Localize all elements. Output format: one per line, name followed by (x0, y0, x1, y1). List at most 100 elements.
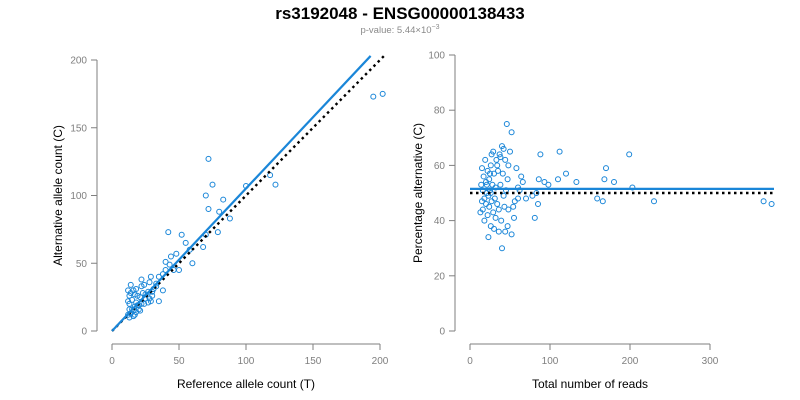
data-point (626, 151, 633, 158)
data-point (491, 225, 497, 232)
data-point (490, 209, 497, 216)
x-axis-label: Total number of reads (532, 377, 648, 391)
data-point (487, 170, 493, 177)
data-point (131, 311, 138, 318)
data-point (146, 279, 153, 286)
data-point (541, 178, 548, 185)
reference-line (111, 55, 385, 332)
y-tick-label: 100 (70, 191, 87, 202)
data-point (499, 245, 505, 252)
data-point (488, 198, 495, 205)
data-point (523, 195, 529, 202)
data-point (488, 151, 495, 158)
data-point (479, 198, 485, 205)
data-point (500, 192, 507, 199)
data-point (487, 162, 494, 169)
data-point (491, 170, 497, 177)
data-point (511, 198, 518, 205)
data-point (141, 300, 148, 307)
data-point (483, 178, 489, 185)
data-point (479, 165, 485, 172)
data-point (209, 181, 216, 188)
data-point (603, 165, 609, 172)
data-point (502, 156, 509, 163)
data-point (167, 253, 174, 260)
data-point (500, 145, 507, 152)
fit-line (111, 55, 372, 332)
data-point (760, 198, 767, 205)
data-point (477, 209, 484, 216)
data-point (515, 184, 521, 191)
data-point (511, 214, 517, 221)
data-point (489, 181, 496, 188)
y-tick-label: 80 (434, 106, 446, 117)
data-point (601, 176, 608, 183)
data-point (518, 173, 525, 180)
y-axis-label: Alternative allele count (C) (51, 125, 65, 266)
y-axis-label: Percentage alternative (C) (411, 123, 425, 263)
x-tick-label: 200 (372, 356, 389, 367)
data-point (379, 90, 386, 97)
data-point (611, 178, 617, 185)
data-point (505, 206, 512, 213)
data-point (507, 148, 513, 155)
y-tick-label: 50 (76, 259, 88, 270)
data-point (503, 121, 510, 127)
chart-title: rs3192048 - ENSG00000138433 (275, 4, 525, 23)
data-point (162, 258, 169, 265)
data-point (147, 273, 154, 280)
data-point (513, 165, 520, 172)
data-point (165, 229, 172, 236)
data-point (599, 198, 606, 205)
data-point (189, 260, 196, 267)
data-point (127, 281, 134, 288)
panel-right: 0 20 40 60 80 100 0 100 200 300 Total number of re… (411, 51, 775, 391)
data-point (200, 243, 207, 250)
data-point (495, 228, 502, 235)
data-point (493, 156, 500, 163)
data-point (504, 176, 511, 183)
data-point (134, 292, 141, 299)
data-point (495, 206, 502, 213)
data-point (494, 162, 501, 169)
data-point (492, 214, 499, 221)
x-axis-label: Reference allele count (T) (177, 377, 315, 391)
data-point (483, 201, 489, 208)
data-point (519, 178, 526, 185)
data-point (216, 208, 223, 215)
y-tick-label: 20 (434, 271, 446, 282)
data-point (205, 155, 212, 162)
data-point (499, 170, 506, 177)
data-point (651, 198, 657, 205)
x-tick-label: 100 (238, 356, 255, 367)
data-point (125, 287, 132, 294)
data-point (629, 184, 636, 191)
data-point (502, 228, 509, 235)
x-tick-label: 150 (305, 356, 322, 367)
data-point (486, 176, 493, 183)
x-tick-label: 0 (109, 356, 115, 367)
data-point (141, 281, 148, 288)
data-point (480, 173, 487, 180)
data-point (267, 172, 274, 179)
y-tick-label: 0 (81, 327, 87, 338)
data-point (510, 203, 517, 210)
y-tick-label: 150 (70, 123, 87, 134)
data-point (137, 307, 144, 314)
data-point (155, 273, 162, 280)
x-tick-label: 300 (702, 356, 719, 367)
data-point (130, 313, 137, 320)
data-point (159, 287, 166, 294)
data-point (484, 212, 491, 219)
data-point (272, 181, 279, 188)
data-point (139, 290, 146, 297)
data-point (495, 167, 501, 174)
panel-left: 0 50 100 150 200 0 50 100 150 200 Reference allele… (51, 55, 389, 391)
data-point (129, 296, 136, 303)
data-point (483, 181, 490, 188)
data-point (138, 276, 145, 283)
data-point (556, 148, 563, 155)
x-tick-label: 50 (173, 356, 185, 367)
data-point (166, 261, 173, 268)
